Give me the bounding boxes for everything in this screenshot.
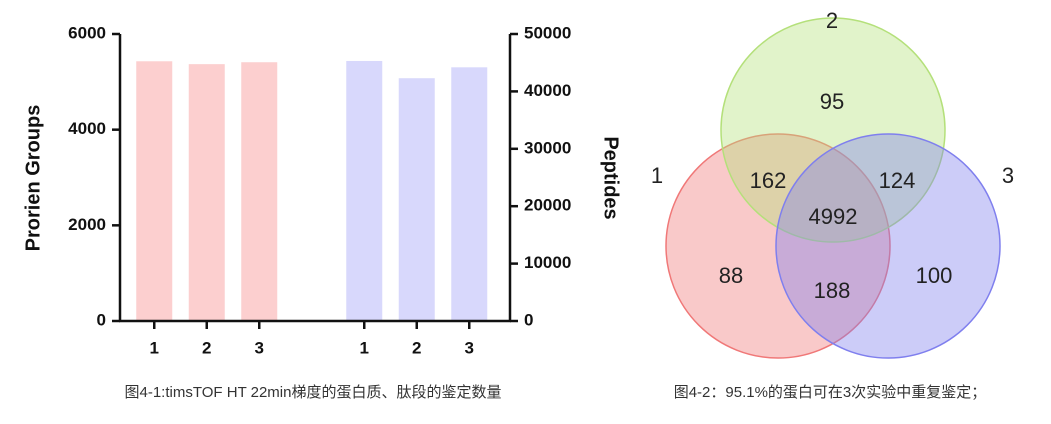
- bar: [398, 78, 435, 321]
- bar: [136, 61, 173, 321]
- set-circle: [775, 133, 1001, 359]
- set-label: 2: [826, 8, 838, 33]
- x-tick-label: 1: [360, 338, 369, 357]
- x-tick-label: 2: [202, 338, 211, 357]
- y2-tick-label: 0: [524, 310, 533, 329]
- y2-tick-label: 50000: [524, 23, 571, 42]
- set-circle: [665, 133, 891, 359]
- region-count: 88: [719, 263, 743, 288]
- set-circle: [720, 17, 946, 243]
- bar: [346, 60, 383, 322]
- y2-tick-label: 40000: [524, 81, 571, 100]
- y-tick-label: 0: [97, 310, 106, 329]
- set-label: 1: [651, 163, 663, 188]
- y-tick-label: 2000: [68, 215, 106, 234]
- set-label: 3: [1002, 163, 1014, 188]
- y-axis-title: Prorien Groups: [22, 105, 44, 252]
- bar: [241, 62, 278, 321]
- region-count: 124: [879, 168, 916, 193]
- region-count: 162: [750, 168, 787, 193]
- y2-tick-label: 30000: [524, 138, 571, 157]
- y2-axis-title: Peptides: [600, 136, 622, 219]
- x-tick-label: 1: [150, 338, 159, 357]
- region-count: 188: [814, 278, 851, 303]
- y-tick-label: 4000: [68, 119, 106, 138]
- caption: 图4-2：95.1%的蛋白可在3次实验中重复鉴定；: [674, 383, 987, 401]
- region-count: 95: [820, 89, 844, 114]
- region-count: 4992: [809, 204, 858, 229]
- caption: 图4-1:timsTOF HT 22min梯度的蛋白质、肽段的鉴定数量: [125, 384, 502, 401]
- bar: [188, 64, 225, 321]
- y-tick-label: 6000: [68, 23, 106, 42]
- y2-tick-label: 20000: [524, 196, 571, 215]
- bar: [451, 67, 488, 322]
- x-tick-label: 2: [412, 338, 421, 357]
- y2-tick-label: 10000: [524, 253, 571, 272]
- region-count: 100: [916, 263, 953, 288]
- x-tick-label: 3: [465, 338, 474, 357]
- x-tick-label: 3: [255, 338, 264, 357]
